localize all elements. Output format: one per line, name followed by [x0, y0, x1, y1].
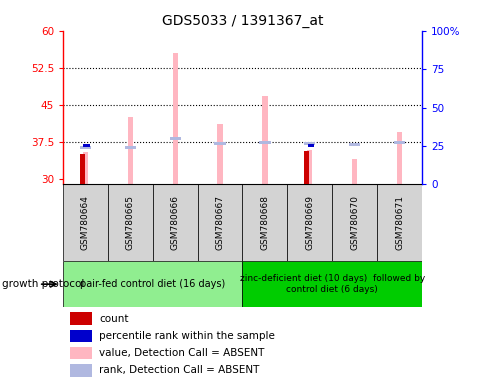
Text: growth protocol: growth protocol — [2, 279, 85, 289]
Text: rank, Detection Call = ABSENT: rank, Detection Call = ABSENT — [99, 366, 259, 376]
Text: GSM780665: GSM780665 — [125, 195, 135, 250]
Text: GSM780668: GSM780668 — [260, 195, 269, 250]
Bar — [127, 118, 133, 184]
Bar — [107, 184, 152, 261]
Bar — [351, 159, 357, 184]
Text: count: count — [99, 314, 128, 324]
Text: value, Detection Call = ABSENT: value, Detection Call = ABSENT — [99, 348, 264, 358]
Title: GDS5033 / 1391367_at: GDS5033 / 1391367_at — [162, 14, 322, 28]
Bar — [348, 143, 360, 146]
Text: GSM780670: GSM780670 — [349, 195, 359, 250]
Bar — [217, 124, 222, 184]
Text: zinc-deficient diet (10 days)  followed by
control diet (6 days): zinc-deficient diet (10 days) followed b… — [239, 275, 424, 294]
Bar — [376, 184, 421, 261]
Bar — [70, 347, 91, 359]
Text: percentile rank within the sample: percentile rank within the sample — [99, 331, 274, 341]
Bar — [306, 150, 312, 184]
Text: pair-fed control diet (16 days): pair-fed control diet (16 days) — [80, 279, 225, 289]
Bar — [303, 151, 309, 184]
Bar — [80, 146, 91, 149]
Text: GSM780671: GSM780671 — [394, 195, 403, 250]
Bar — [169, 137, 181, 140]
Bar — [79, 154, 85, 184]
Bar — [83, 152, 88, 184]
Text: GSM780667: GSM780667 — [215, 195, 224, 250]
Bar — [172, 53, 178, 184]
Text: GSM780664: GSM780664 — [81, 195, 90, 250]
Bar — [124, 146, 136, 149]
Text: GSM780669: GSM780669 — [304, 195, 314, 250]
Bar — [70, 364, 91, 377]
Bar — [83, 144, 90, 147]
Bar — [70, 313, 91, 325]
Bar — [307, 144, 314, 147]
Bar — [197, 184, 242, 261]
Bar — [242, 184, 287, 261]
Bar — [152, 184, 197, 261]
Bar — [63, 261, 242, 307]
Bar — [303, 142, 315, 145]
Bar — [70, 330, 91, 342]
Bar — [242, 261, 421, 307]
Bar — [393, 141, 404, 144]
Bar — [259, 141, 270, 144]
Bar — [287, 184, 332, 261]
Bar — [214, 142, 225, 145]
Bar — [262, 96, 267, 184]
Text: GSM780666: GSM780666 — [170, 195, 180, 250]
Bar — [63, 184, 107, 261]
Bar — [332, 184, 376, 261]
Bar — [396, 132, 401, 184]
